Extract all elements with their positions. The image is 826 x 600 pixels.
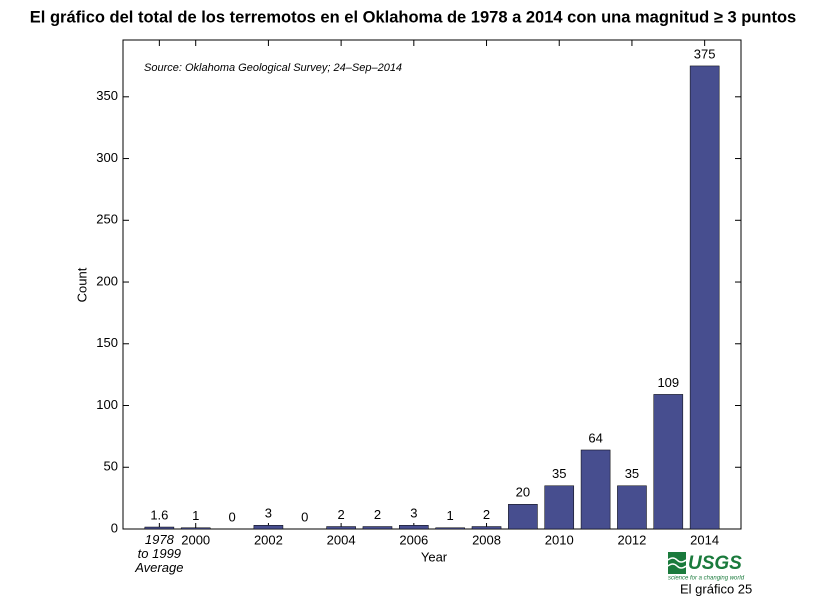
x-tick-label: 2008 bbox=[472, 532, 501, 547]
data-label: 1 bbox=[447, 508, 454, 523]
y-tick-label: 350 bbox=[96, 88, 118, 103]
y-axis-label: Count bbox=[74, 267, 89, 302]
plot-frame bbox=[122, 39, 742, 530]
data-label: 1.6 bbox=[150, 507, 168, 522]
y-tick-label: 250 bbox=[96, 212, 118, 227]
bar bbox=[617, 485, 647, 530]
data-label: 375 bbox=[694, 46, 716, 61]
x-tick-label: 2000 bbox=[181, 532, 210, 547]
x-tick-label: 2002 bbox=[254, 532, 283, 547]
data-label: 3 bbox=[265, 506, 272, 521]
bar bbox=[399, 525, 429, 530]
logo-icon bbox=[668, 552, 686, 574]
x-tick-label: 2012 bbox=[617, 532, 646, 547]
data-label: 35 bbox=[552, 466, 566, 481]
bar bbox=[253, 525, 284, 530]
x-tick-label: 2010 bbox=[545, 532, 574, 547]
x-tick-label: 2004 bbox=[327, 532, 356, 547]
bar bbox=[689, 65, 720, 530]
data-label: 2 bbox=[374, 507, 381, 522]
x-tick-label: 2014 bbox=[690, 532, 719, 547]
bar bbox=[544, 485, 575, 530]
bar bbox=[144, 526, 175, 530]
y-tick-label: 100 bbox=[96, 397, 118, 412]
x-tick-label: 2006 bbox=[399, 532, 428, 547]
logo-waves bbox=[667, 557, 687, 569]
bar bbox=[326, 526, 356, 530]
bar bbox=[508, 504, 538, 530]
logo-tagline: science for a changing world bbox=[668, 576, 745, 582]
x-tick-label: 1978 to 1999 Average bbox=[134, 532, 183, 575]
data-label: 64 bbox=[588, 430, 602, 445]
data-label: 109 bbox=[657, 375, 679, 390]
usgs-logo: USGS science for a changing world bbox=[667, 552, 745, 582]
bar bbox=[362, 526, 393, 530]
y-tick-label: 150 bbox=[96, 335, 118, 350]
x-axis-label: Year bbox=[421, 549, 448, 564]
bar bbox=[471, 526, 502, 530]
y-tick-label: 50 bbox=[104, 459, 118, 474]
bar bbox=[435, 527, 465, 530]
data-label: 3 bbox=[410, 506, 417, 521]
y-tick-label: 300 bbox=[96, 150, 118, 165]
annotation: Source: Oklahoma Geological Survey; 24–S… bbox=[144, 62, 402, 74]
bar bbox=[653, 394, 684, 530]
logo-text: USGS bbox=[688, 553, 742, 574]
chart-title: El gráfico del total de los terremotos e… bbox=[30, 8, 796, 26]
data-label: 2 bbox=[338, 507, 345, 522]
bar bbox=[180, 527, 211, 530]
data-label: 1 bbox=[192, 508, 199, 523]
data-label: 2 bbox=[483, 507, 490, 522]
data-label: 35 bbox=[625, 466, 639, 481]
data-label: 0 bbox=[228, 509, 235, 524]
data-label: 0 bbox=[301, 509, 308, 524]
y-tick-label: 200 bbox=[96, 273, 118, 288]
data-label: 20 bbox=[516, 485, 530, 500]
caption: El gráfico 25 bbox=[680, 581, 752, 596]
bar bbox=[580, 449, 611, 530]
y-tick-label: 0 bbox=[111, 520, 118, 535]
